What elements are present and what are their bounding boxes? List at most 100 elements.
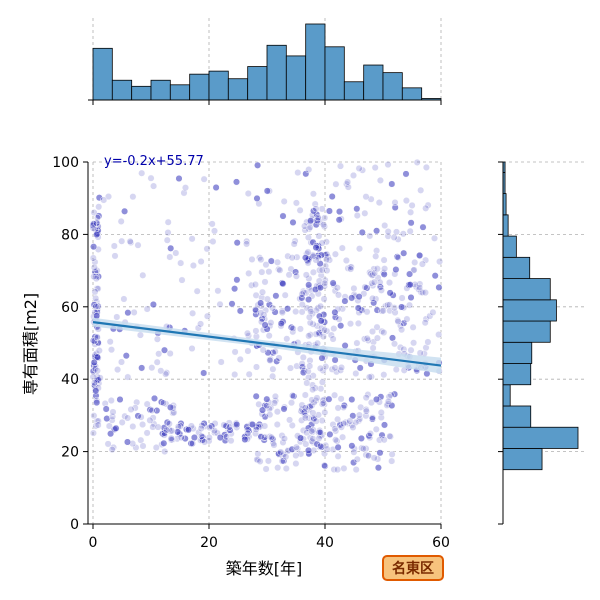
- scatter-point: [123, 438, 132, 446]
- scatter-point: [266, 411, 274, 419]
- scatter-point: [91, 258, 99, 266]
- scatter-point: [377, 413, 385, 422]
- scatter-point: [205, 433, 213, 442]
- scatter-point: [344, 419, 352, 427]
- scatter-point: [355, 411, 363, 419]
- scatter-point: [313, 440, 321, 448]
- scatter-point: [278, 308, 286, 317]
- scatter-point: [274, 464, 282, 472]
- scatter-point: [271, 347, 279, 356]
- scatter-point: [292, 272, 300, 280]
- scatter-point: [329, 279, 337, 287]
- scatter-point: [328, 192, 336, 201]
- scatter-point: [244, 429, 252, 437]
- scatter-point: [305, 295, 313, 304]
- scatter-point: [325, 395, 333, 403]
- scatter-point: [406, 227, 414, 235]
- scatter-point: [315, 434, 323, 442]
- scatter-point: [166, 403, 175, 411]
- scatter-point: [254, 450, 262, 458]
- scatter-point: [160, 429, 169, 437]
- right-hist-bar: [502, 235, 517, 258]
- scatter-point: [94, 421, 102, 429]
- scatter-point: [298, 416, 306, 424]
- scatter-point: [332, 180, 340, 188]
- scatter-point: [341, 342, 349, 350]
- scatter-point: [210, 429, 219, 437]
- scatter-point: [372, 395, 381, 403]
- scatter-point: [347, 265, 355, 273]
- scatter-point: [96, 374, 104, 382]
- scatter-point: [390, 233, 398, 241]
- scatter-point: [270, 399, 279, 407]
- top-hist-bar: [169, 84, 191, 101]
- scatter-point: [305, 373, 313, 382]
- scatter-point: [143, 400, 151, 408]
- scatter-point: [268, 304, 277, 312]
- scatter-point: [373, 227, 381, 235]
- scatter-points: [89, 158, 444, 474]
- scatter-point: [332, 368, 341, 376]
- scatter-point: [284, 252, 292, 260]
- scatter-point: [377, 408, 385, 417]
- scatter-point: [248, 420, 257, 429]
- scatter-point: [292, 460, 300, 468]
- scatter-point: [160, 439, 168, 447]
- scatter-point: [337, 423, 345, 431]
- scatter-point: [124, 309, 132, 317]
- scatter-point: [261, 321, 269, 329]
- scatter-point: [384, 161, 392, 169]
- scatter-point: [302, 289, 310, 297]
- scatter-point: [100, 196, 108, 204]
- scatter-point: [286, 416, 294, 424]
- scatter-point: [301, 414, 309, 422]
- scatter-point: [252, 392, 260, 400]
- scatter-point: [353, 339, 361, 347]
- scatter-point: [257, 299, 265, 307]
- scatter-point: [216, 434, 224, 442]
- scatter-point: [163, 418, 171, 426]
- scatter-point: [275, 354, 283, 362]
- scatter-point: [436, 258, 444, 266]
- scatter-point: [296, 206, 304, 214]
- scatter-point: [94, 339, 102, 347]
- right-hist-bar: [502, 405, 532, 428]
- scatter-point: [188, 344, 196, 353]
- scatter-point: [288, 391, 297, 400]
- scatter-point: [243, 237, 251, 245]
- scatter-point: [93, 399, 101, 407]
- scatter-point: [363, 308, 371, 316]
- scatter-point: [362, 193, 370, 201]
- scatter-point: [325, 256, 334, 264]
- scatter-point: [386, 289, 394, 297]
- scatter-point: [258, 268, 266, 276]
- scatter-point: [413, 158, 421, 166]
- scatter-point: [298, 360, 306, 368]
- scatter-point: [114, 366, 122, 374]
- scatter-point: [257, 432, 265, 440]
- scatter-point: [256, 254, 264, 262]
- scatter-point: [422, 204, 430, 212]
- scatter-point: [301, 222, 309, 230]
- scatter-point: [280, 197, 288, 205]
- regression-confidence-band: [93, 317, 441, 374]
- scatter-point: [89, 429, 97, 437]
- scatter-point: [353, 455, 361, 463]
- scatter-point: [391, 198, 399, 207]
- scatter-point: [118, 237, 126, 245]
- scatter-point: [340, 420, 348, 428]
- scatter-point: [312, 330, 320, 338]
- top-hist-bar: [208, 70, 229, 101]
- scatter-point: [407, 346, 415, 354]
- scatter-point: [277, 448, 285, 456]
- scatter-point: [306, 223, 314, 231]
- scatter-point: [155, 350, 163, 358]
- scatter-point: [107, 346, 116, 354]
- scatter-point: [312, 243, 320, 252]
- scatter-point: [318, 400, 326, 408]
- scatter-point: [381, 265, 389, 273]
- scatter-point: [161, 447, 169, 456]
- scatter-point: [316, 284, 325, 292]
- scatter-point: [331, 250, 339, 258]
- scatter-point: [131, 404, 139, 412]
